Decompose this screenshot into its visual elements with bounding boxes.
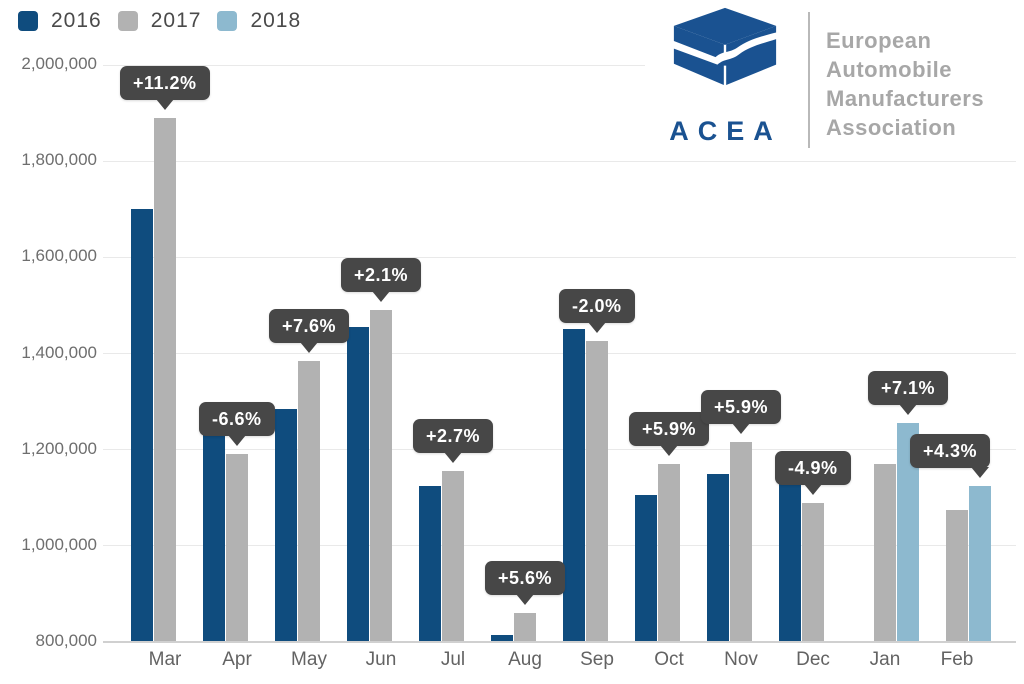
legend-item-2016: 2016 — [18, 9, 102, 33]
y-tick-label-1,200,000: 1,200,000 — [21, 438, 97, 458]
gridline-1,600,000 — [103, 256, 1016, 258]
x-tick-label-jan: Jan — [869, 649, 901, 670]
bar-2017-aug — [514, 613, 536, 642]
x-tick-label-mar: Mar — [148, 649, 182, 670]
x-tick-label-nov: Nov — [724, 649, 758, 670]
legend-swatch-2018 — [217, 11, 238, 31]
bar-2017-feb — [946, 509, 968, 642]
x-tick-label-jul: Jul — [440, 649, 466, 670]
bar-2016-mar — [131, 209, 153, 642]
annotation-bubble-nov: +5.9% — [701, 390, 782, 435]
bar-2016-oct — [635, 495, 657, 642]
annotation-bubble-aug: +5.6% — [485, 561, 566, 606]
annotation-bubble-dec: -4.9% — [775, 450, 851, 495]
bar-2016-jul — [419, 485, 441, 642]
x-tick-label-sep: Sep — [580, 649, 614, 670]
annotation-bubble-may: +7.6% — [269, 308, 350, 353]
y-tick-label-2,000,000: 2,000,000 — [21, 54, 97, 73]
annotation-pointer-dec — [804, 483, 822, 495]
org-name: European Automobile Manufacturers Associ… — [826, 26, 984, 142]
logo-divider — [808, 12, 810, 148]
bar-2017-mar — [154, 117, 176, 642]
bar-2016-jun — [347, 327, 369, 642]
bar-2016-dec — [779, 476, 801, 642]
legend-label-2017: 2017 — [150, 9, 202, 32]
x-tick-label-dec: Dec — [796, 649, 830, 670]
x-axis-line — [103, 641, 1016, 643]
bar-2017-apr — [226, 454, 248, 642]
annotation-bubble-jan: +7.1% — [868, 371, 949, 416]
legend-swatch-2017 — [117, 11, 138, 31]
x-tick-label-aug: Aug — [508, 649, 542, 670]
annotation-pointer-apr — [228, 435, 246, 447]
annotation-pointer-nov — [732, 423, 750, 435]
bar-2016-sep — [563, 329, 585, 642]
bar-2016-may — [275, 408, 297, 642]
annotation-bubble-sep: -2.0% — [559, 289, 635, 334]
bar-2017-may — [298, 360, 320, 642]
bar-2017-sep — [586, 341, 608, 642]
x-tick-label-jun: Jun — [365, 649, 397, 670]
annotation-pointer-feb — [971, 466, 989, 478]
bar-2017-jun — [370, 310, 392, 642]
annotation-pointer-sep — [588, 322, 606, 334]
bar-2017-dec — [802, 502, 824, 642]
bar-2018-feb — [969, 485, 991, 642]
bar-2016-aug — [491, 634, 513, 642]
legend-item-2017: 2017 — [117, 9, 202, 33]
legend-label-2016: 2016 — [51, 9, 102, 32]
x-tick-label-oct: Oct — [654, 649, 684, 670]
y-tick-label-1,800,000: 1,800,000 — [21, 150, 97, 170]
annotation-bubble-jun: +2.1% — [341, 258, 422, 303]
bar-2017-oct — [658, 464, 680, 642]
annotation-bubble-jul: +2.7% — [413, 419, 494, 464]
org-name-line-1: European — [826, 28, 932, 53]
bar-2016-apr — [203, 413, 225, 642]
annotation-bubble-oct: +5.9% — [629, 412, 710, 457]
y-tick-label-1,400,000: 1,400,000 — [21, 342, 97, 362]
gridline-1,800,000 — [103, 160, 1016, 162]
org-name-line-3: Manufacturers — [826, 86, 985, 111]
org-name-line-2: Automobile — [826, 57, 952, 82]
chart-legend: 2016 2017 2018 — [18, 9, 317, 33]
acea-logo-text: ACEA — [669, 116, 782, 146]
acea-logo-block: ACEA European Automobile Manufacturers A… — [645, 0, 1024, 158]
annotation-pointer-may — [300, 341, 318, 353]
x-tick-label-may: May — [291, 649, 327, 670]
annotation-bubble-mar: +11.2% — [120, 65, 210, 110]
x-tick-label-feb: Feb — [940, 649, 974, 670]
legend-item-2018: 2018 — [217, 9, 301, 33]
gridline-1,200,000 — [103, 449, 1016, 451]
gridline-1,000,000 — [103, 545, 1016, 547]
y-tick-label-1,600,000: 1,600,000 — [21, 246, 97, 266]
legend-label-2018: 2018 — [250, 9, 302, 32]
bar-2017-nov — [730, 442, 752, 642]
annotation-pointer-jul — [444, 452, 462, 464]
y-tick-label-1,000,000: 1,000,000 — [21, 534, 97, 554]
bar-2018-jan — [897, 423, 919, 642]
gridline-1,400,000 — [103, 353, 1016, 354]
org-name-line-4: Association — [826, 115, 957, 140]
legend-swatch-2016 — [18, 11, 38, 31]
bar-2017-jul — [442, 471, 464, 642]
annotation-pointer-aug — [516, 594, 534, 606]
bar-2017-jan — [874, 464, 896, 642]
x-tick-label-apr: Apr — [222, 649, 252, 670]
annotation-pointer-jan — [899, 404, 917, 416]
annotation-pointer-oct — [660, 445, 678, 457]
y-tick-label-800,000: 800,000 — [35, 631, 97, 650]
acea-cube-icon — [673, 7, 777, 86]
gridline-2,000,000 — [103, 64, 1016, 66]
bar-2016-nov — [707, 473, 729, 642]
annotation-pointer-mar — [156, 98, 174, 110]
annotation-bubble-apr: -6.6% — [199, 402, 275, 447]
annotation-pointer-jun — [372, 291, 390, 303]
annotation-bubble-feb: +4.3% — [910, 433, 991, 478]
